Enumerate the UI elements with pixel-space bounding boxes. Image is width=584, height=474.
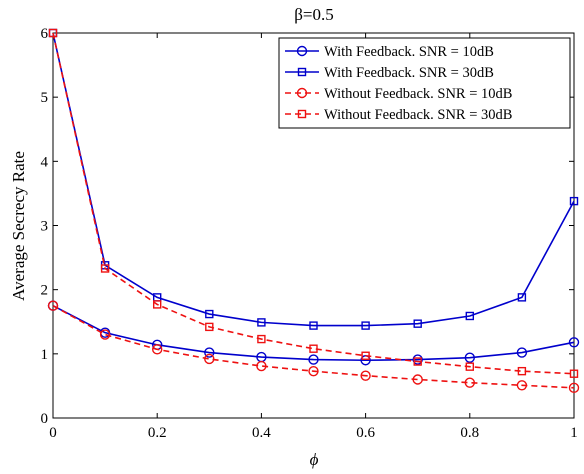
data-point [413,319,422,328]
legend-label: Without Feedback. SNR = 10dB [324,86,512,102]
x-axis-title: ϕ [310,450,319,469]
series-line [52,305,575,389]
legend-label: Without Feedback. SNR = 30dB [324,107,512,123]
data-point [204,347,215,358]
x-tick-label: 0.2 [148,425,167,441]
data-point [464,352,475,363]
series-4 [48,28,579,378]
legend-item: With Feedback. SNR = 10dB [285,44,494,60]
x-tick-label: 1 [570,425,578,441]
data-point [413,357,422,366]
x-tick-label: 0.8 [460,425,479,441]
y-tick-label: 4 [41,154,49,170]
series-line [52,32,575,375]
data-point [516,380,528,391]
data-point [205,309,214,319]
data-point [48,28,58,38]
data-point [569,369,579,378]
data-point [465,311,474,321]
data-point [308,365,319,377]
y-tick-label: 6 [41,26,49,42]
data-point [257,318,266,327]
y-tick-label: 5 [41,90,49,106]
legend-item: Without Feedback. SNR = 30dB [285,107,512,123]
data-point [204,353,215,365]
data-point [361,321,370,330]
series-1 [47,300,580,366]
legend-box [278,37,571,129]
data-point [99,329,111,340]
data-point [205,322,214,332]
y-tick-label: 3 [41,219,49,235]
chart-title: β=0.5 [294,5,334,24]
y-tick-label: 1 [41,347,49,363]
data-point [412,354,423,365]
x-tick-label: 0.4 [252,425,271,441]
x-tick-label: 0.6 [356,425,375,441]
legend: With Feedback. SNR = 10dB With Feedback. … [278,37,571,129]
y-tick-label: 2 [41,283,49,299]
data-point [100,264,110,273]
legend-marker [296,45,308,57]
data-point [517,293,527,302]
legend-marker [296,87,308,99]
data-point [568,337,580,348]
data-point [308,354,319,365]
legend-item: With Feedback. SNR = 30dB [285,65,494,81]
data-point [465,362,474,371]
legend-label: With Feedback. SNR = 30dB [324,65,494,81]
series-line [52,304,575,362]
data-point [152,300,162,309]
legend-item: Without Feedback. SNR = 10dB [285,86,512,102]
x-tick-label: 0 [49,425,57,441]
data-point [256,360,267,372]
data-point [47,300,59,311]
series-line [52,32,575,327]
data-point [309,321,318,330]
legend-label: With Feedback. SNR = 10dB [324,44,494,60]
y-axis-title: Average Secrecy Rate [9,151,28,301]
data-point [412,374,423,385]
data-point [151,344,163,355]
legend-marker [297,67,307,77]
data-point [360,370,371,381]
data-point [309,344,318,353]
legend-marker [297,109,307,119]
data-point [517,366,527,376]
y-tick-label: 0 [41,411,49,427]
data-point [569,196,579,206]
plot-area: 0 0.2 0.4 0.6 0.8 1 0 1 2 3 4 5 6 [41,26,580,441]
data-point [257,334,266,344]
data-point [516,347,528,358]
series-3 [47,300,580,394]
data-point [568,382,580,394]
data-point [361,351,370,360]
data-point [464,377,475,388]
